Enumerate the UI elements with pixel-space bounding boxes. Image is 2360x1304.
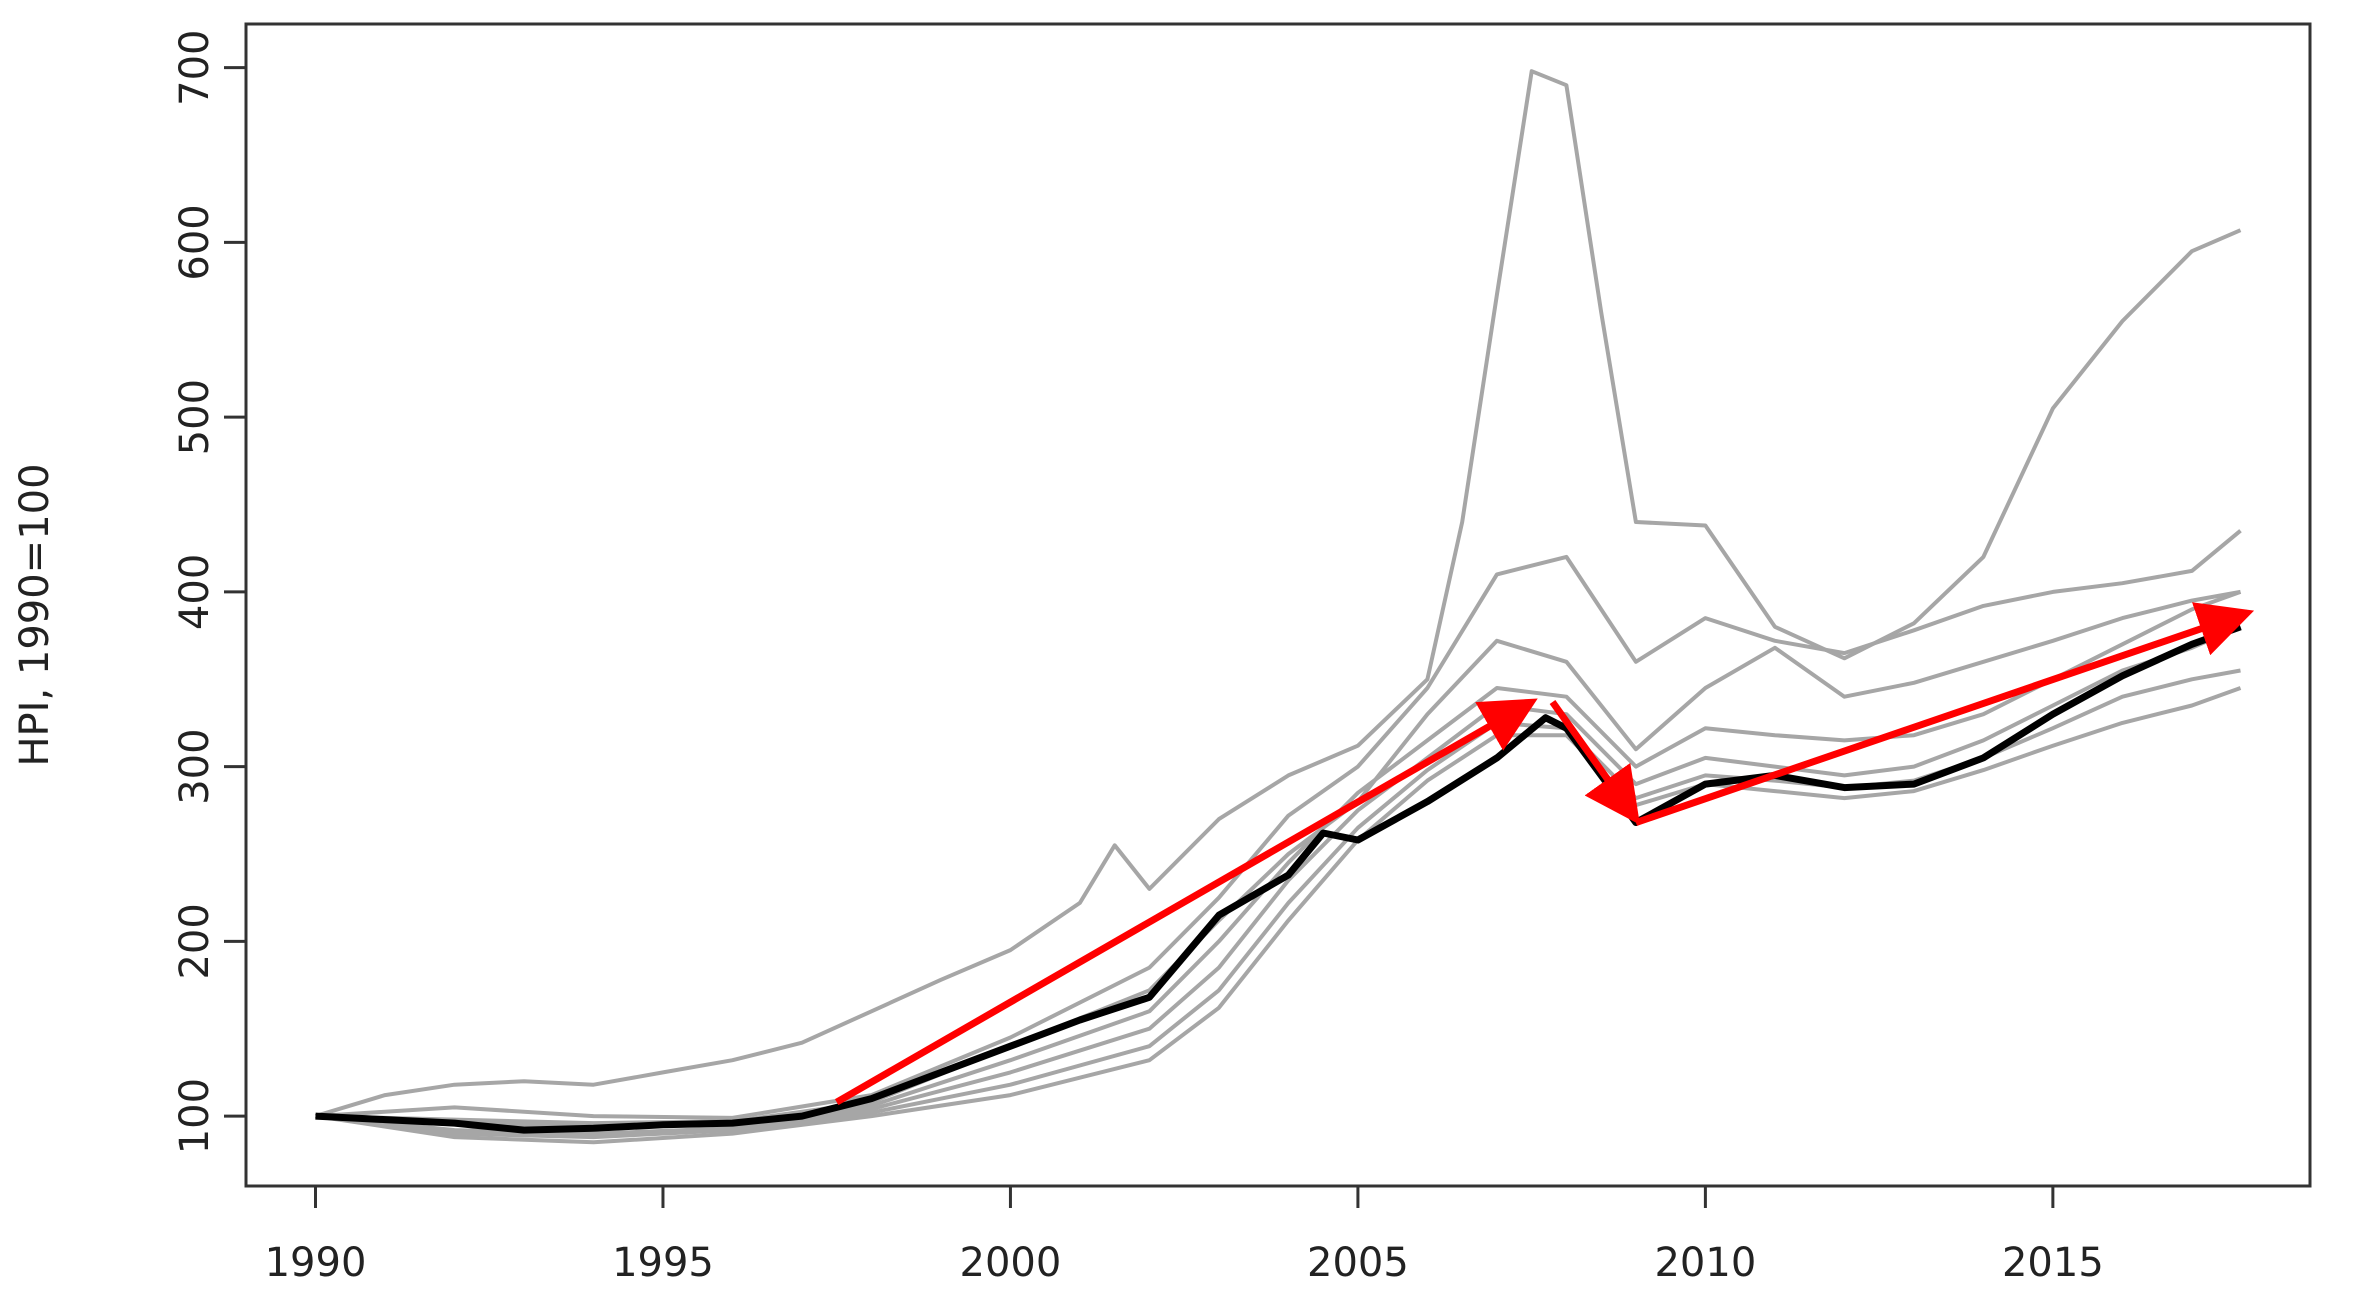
x-tick-label: 2000 xyxy=(960,1240,1062,1286)
regional-series-line-3 xyxy=(315,589,2241,1126)
x-tick-label: 1995 xyxy=(612,1240,714,1286)
y-tick-label: 500 xyxy=(172,379,218,455)
y-axis: 100 200 300 400 500 600 700 xyxy=(172,30,248,1154)
trend-arrow-3 xyxy=(1634,602,2255,826)
regional-series-line-1 xyxy=(314,69,2242,1119)
y-tick-label: 100 xyxy=(172,1078,218,1154)
x-tick-label: 2015 xyxy=(2002,1240,2104,1286)
plot-frame xyxy=(244,22,2312,1188)
x-tick-label: 1990 xyxy=(265,1240,367,1286)
x-axis: 1990 1995 2000 2005 2010 2015 xyxy=(265,1184,2104,1286)
annotation-arrows xyxy=(834,602,2255,1106)
y-tick-label: 300 xyxy=(172,728,218,804)
series-layer xyxy=(314,69,2242,1145)
y-tick-label: 400 xyxy=(172,554,218,630)
trend-arrow-2 xyxy=(1549,699,1640,825)
y-tick-label: 700 xyxy=(172,30,218,106)
y-tick-label: 600 xyxy=(172,204,218,280)
y-axis-title: HPI, 1990=100 xyxy=(12,463,58,766)
aggregate-series-line xyxy=(315,623,2242,1134)
regional-series-line-2 xyxy=(315,529,2242,1120)
x-tick-label: 2005 xyxy=(1307,1240,1409,1286)
y-tick-label: 200 xyxy=(172,903,218,979)
regional-series-line-6 xyxy=(315,668,2241,1140)
trend-arrow-1 xyxy=(834,698,1538,1106)
x-tick-label: 2010 xyxy=(1654,1240,1756,1286)
